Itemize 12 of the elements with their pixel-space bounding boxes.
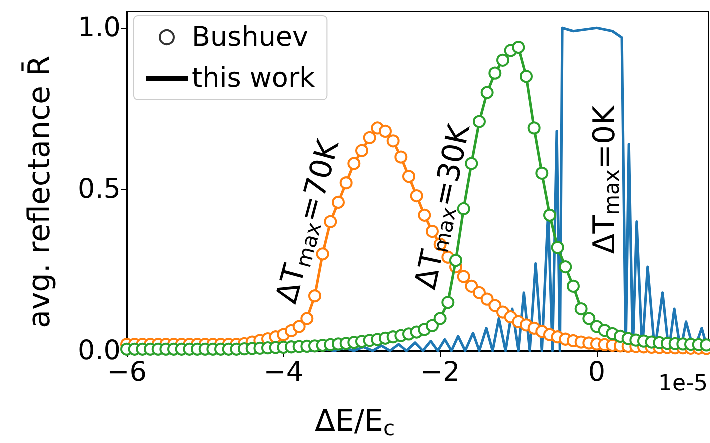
legend-label: this work (192, 63, 316, 94)
annotation: ΔTmax=0K (588, 104, 624, 254)
y-tick-label: 1.0 (78, 12, 121, 44)
text: 1e-5 (658, 372, 708, 396)
y-axis-title: avg. reflectance R̄ (21, 56, 58, 328)
annotation: ΔTmax=70K (269, 135, 347, 308)
x-tick-label: 0 (588, 357, 606, 388)
y-tick-label: 0.5 (78, 174, 121, 206)
annotation: ΔTmax=30K (408, 120, 478, 293)
x-tick-label: −4 (264, 357, 304, 388)
legend-label: Bushuev (192, 22, 309, 53)
x-tick-label: −2 (420, 357, 460, 388)
